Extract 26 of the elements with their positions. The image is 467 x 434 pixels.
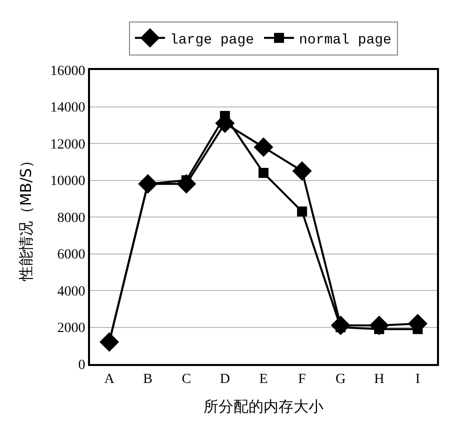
point — [258, 168, 268, 178]
x-tick-label: E — [259, 372, 268, 387]
x-tick-label: I — [415, 372, 420, 387]
y-tick-label: 2000 — [57, 321, 86, 336]
legend-label: large page — [170, 32, 254, 48]
y-tick-label: 6000 — [57, 248, 86, 263]
legend-label: normal page — [299, 32, 392, 48]
x-tick-label: A — [104, 372, 116, 387]
x-tick-label: H — [374, 372, 384, 387]
x-tick-label: B — [143, 372, 152, 387]
x-axis-title: 所分配的内存大小 — [204, 397, 324, 416]
y-tick-label: 4000 — [57, 284, 86, 300]
y-tick-label: 12000 — [50, 137, 86, 152]
y-tick-label: 14000 — [50, 100, 86, 116]
point — [292, 161, 312, 181]
x-tick-label: F — [298, 372, 306, 387]
point — [297, 206, 308, 216]
y-tick-label: 8000 — [57, 210, 86, 226]
y-tick-label: 0 — [78, 358, 86, 373]
y-tick-label: 10000 — [50, 174, 86, 190]
y-axis-title: 性能情况（MB/S） — [16, 153, 35, 282]
y-tick-label: 16000 — [50, 64, 86, 79]
point — [254, 137, 274, 157]
x-tick-label: D — [220, 372, 230, 387]
x-tick-label: G — [336, 372, 346, 387]
x-tick-label: C — [182, 372, 192, 387]
